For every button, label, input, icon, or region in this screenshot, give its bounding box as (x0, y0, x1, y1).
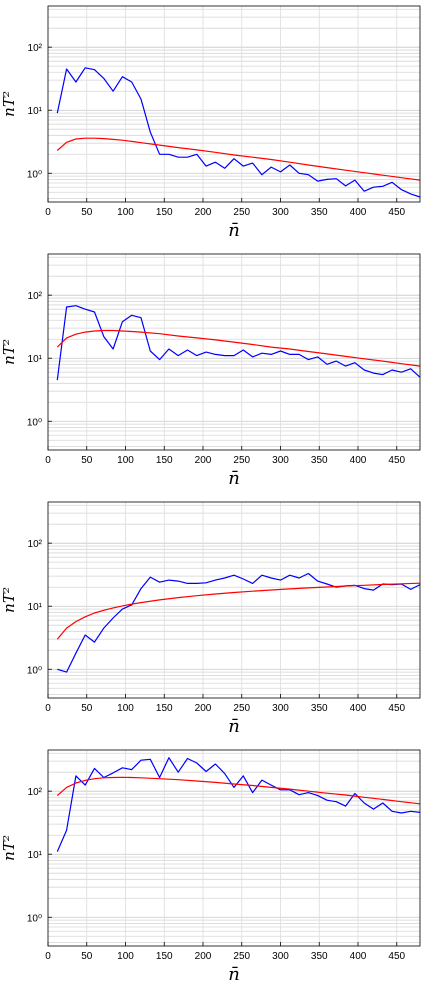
series-line-red (56, 582, 421, 640)
x-tick-label: 200 (195, 207, 212, 218)
x-axis-label: n̄ (228, 468, 240, 489)
grid-lines (48, 254, 420, 450)
series-line-blue (56, 757, 421, 852)
y-axis-label: nT² (0, 91, 18, 117)
x-tick-label: 450 (388, 703, 405, 714)
y-tick-label: 10¹ (28, 106, 43, 117)
plot-area (48, 502, 420, 698)
grid-lines (48, 502, 420, 698)
axes-frame (47, 5, 421, 203)
x-tick-label: 50 (81, 207, 93, 218)
y-tick-label: 10⁰ (27, 913, 42, 924)
chart-panel-3: 0 50 100 150 200 250 300 350 400 450 10⁰ 10¹ 10² n̄ nT… (0, 501, 421, 737)
series-line-blue (56, 67, 421, 198)
x-tick-label: 400 (350, 951, 367, 962)
series-line-red (56, 137, 421, 181)
y-tick-label: 10⁰ (27, 665, 42, 676)
chart-panel-1: 0 50 100 150 200 250 300 350 400 450 10⁰ 10¹ 10² n̄ nT… (0, 5, 421, 241)
x-tick-label: 100 (117, 703, 134, 714)
series-line-red (56, 776, 421, 805)
x-tick-label: 450 (388, 207, 405, 218)
plot-area (48, 254, 420, 450)
x-tick-label: 300 (272, 703, 289, 714)
x-tick-label: 200 (195, 703, 212, 714)
x-tick-label: 450 (388, 455, 405, 466)
x-tick-label: 50 (81, 703, 93, 714)
y-tick-label: 10⁰ (27, 169, 42, 180)
y-tick-label: 10¹ (28, 850, 43, 861)
x-tick-label: 250 (233, 207, 250, 218)
x-tick-label: 400 (350, 455, 367, 466)
y-tick-label: 10¹ (28, 354, 43, 365)
x-tick-label: 100 (117, 455, 134, 466)
x-tick-label: 250 (233, 455, 250, 466)
x-axis-label: n̄ (228, 716, 240, 737)
x-tick-label: 0 (45, 455, 51, 466)
y-tick-label: 10⁰ (27, 417, 42, 428)
plot-area (48, 750, 420, 946)
y-tick-label: 10² (28, 539, 43, 550)
y-axis-label: nT² (0, 339, 18, 365)
y-tick-label: 10² (28, 787, 43, 798)
grid-lines (48, 750, 420, 946)
x-tick-label: 250 (233, 951, 250, 962)
x-axis-label: n̄ (228, 964, 240, 985)
x-tick-label: 350 (311, 207, 328, 218)
x-tick-label: 50 (81, 455, 93, 466)
axes-frame (47, 253, 421, 451)
axes-frame (47, 749, 421, 947)
series-line-blue (57, 572, 421, 673)
y-axis-label: nT² (0, 835, 18, 861)
x-tick-label: 400 (350, 703, 367, 714)
x-tick-label: 300 (272, 951, 289, 962)
y-axis-label: nT² (0, 587, 18, 613)
y-tick-label: 10¹ (28, 602, 43, 613)
y-tick-label: 10² (28, 43, 43, 54)
x-tick-label: 100 (117, 951, 134, 962)
x-tick-label: 0 (45, 207, 51, 218)
x-tick-label: 150 (156, 951, 173, 962)
x-tick-label: 450 (388, 951, 405, 962)
x-tick-label: 200 (195, 951, 212, 962)
chart-panel-2: 0 50 100 150 200 250 300 350 400 450 10⁰ 10¹ 10² n̄ nT… (0, 253, 421, 489)
x-tick-label: 400 (350, 207, 367, 218)
chart-panel-4: 0 50 100 150 200 250 300 350 400 450 10⁰ 10¹ 10² n̄ nT… (0, 749, 421, 985)
x-axis-label: n̄ (228, 220, 240, 241)
x-tick-label: 100 (117, 207, 134, 218)
x-tick-label: 350 (311, 703, 328, 714)
axes-frame (47, 501, 421, 699)
x-tick-label: 200 (195, 455, 212, 466)
x-tick-label: 150 (156, 207, 173, 218)
x-tick-label: 0 (45, 951, 51, 962)
x-tick-label: 300 (272, 455, 289, 466)
x-tick-label: 50 (81, 951, 93, 962)
y-tick-label: 10² (28, 291, 43, 302)
x-tick-label: 150 (156, 455, 173, 466)
x-tick-label: 350 (311, 455, 328, 466)
series-line-blue (56, 305, 421, 381)
x-tick-label: 350 (311, 951, 328, 962)
x-tick-label: 150 (156, 703, 173, 714)
x-tick-label: 0 (45, 703, 51, 714)
x-tick-label: 250 (233, 703, 250, 714)
series-line-red (56, 329, 421, 367)
x-tick-label: 300 (272, 207, 289, 218)
grid-lines (48, 6, 420, 202)
